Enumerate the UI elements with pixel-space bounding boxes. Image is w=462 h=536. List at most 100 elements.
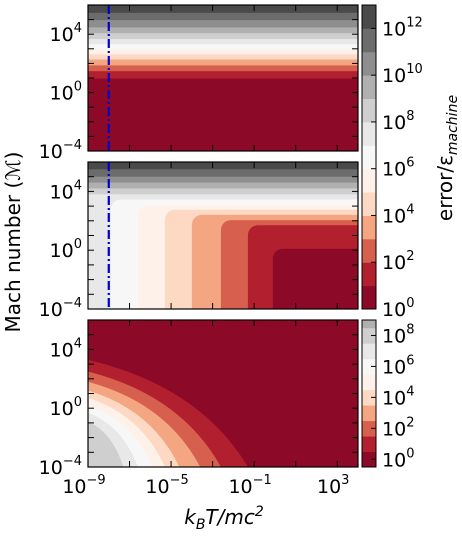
colorbar-tick-label-exp: 0 xyxy=(406,296,414,311)
y-tick-label-exp: 0 xyxy=(74,80,82,95)
y-tick-label-base: 10 xyxy=(50,24,74,46)
contour-band xyxy=(88,43,358,50)
colorbar-swatch xyxy=(362,327,376,344)
colorbar-swatch xyxy=(362,168,376,193)
x-tick-label-base: 10 xyxy=(145,476,169,498)
colorbar-swatch xyxy=(362,28,376,53)
contour-region xyxy=(272,248,358,309)
contour-band xyxy=(88,26,358,34)
y-axis-label-base: Mach number ( xyxy=(1,181,25,333)
y-tick-label-exp: 0 xyxy=(74,395,82,410)
y-tick-label: 100 xyxy=(50,237,82,262)
x-tick-label: 10−9 xyxy=(62,473,105,498)
colorbar-tick-label-base: 10 xyxy=(382,418,406,440)
colorbar-tick-label-base: 10 xyxy=(382,299,406,321)
x-axis-label-sub: B xyxy=(196,517,206,533)
y-tick-label-exp: −4 xyxy=(63,138,82,153)
contour-band xyxy=(88,53,358,60)
x-tick-label-exp: 3 xyxy=(341,473,349,488)
colorbar-tick-label-base: 10 xyxy=(382,112,406,134)
colorbar-swatch xyxy=(362,285,376,310)
x-tick-label: 10−5 xyxy=(145,473,188,498)
x-tick-label-base: 10 xyxy=(317,476,341,498)
colorbar-tick-label-base: 10 xyxy=(382,159,406,181)
colorbar-swatch xyxy=(362,5,376,29)
colorbar-label-base: error/ε xyxy=(433,155,457,221)
colorbar-swatch xyxy=(362,420,376,437)
colorbar-tick-label: 1010 xyxy=(382,62,423,87)
colorbar-tick-label-exp: 12 xyxy=(406,15,423,30)
colorbar-tick-label-base: 10 xyxy=(382,387,406,409)
colorbar-tick-label-exp: 6 xyxy=(406,156,414,171)
colorbar-swatch xyxy=(362,121,376,146)
colorbar-swatch xyxy=(362,51,376,76)
x-axis-label-base: k xyxy=(184,505,197,529)
colorbar-tick-label-exp: 6 xyxy=(406,353,414,368)
colorbar-swatch xyxy=(362,215,376,240)
colorbar-tick-label: 100 xyxy=(382,296,414,321)
colorbar-tick-label-base: 10 xyxy=(382,356,406,378)
colorbar-tick-label: 102 xyxy=(382,415,414,440)
contour-band xyxy=(88,64,358,72)
y-tick-label: 10−4 xyxy=(39,296,82,321)
y-tick-label-base: 10 xyxy=(39,457,63,479)
y-tick-label: 100 xyxy=(50,395,82,420)
y-tick-label: 10−4 xyxy=(39,454,82,479)
y-tick-label-base: 10 xyxy=(50,398,74,420)
colorbar-swatch xyxy=(362,343,376,360)
colorbar-tick-label-base: 10 xyxy=(382,205,406,227)
y-tick-label: 10−4 xyxy=(39,138,82,163)
colorbar-frame xyxy=(361,4,377,310)
colorbar-swatch xyxy=(362,389,376,406)
contour-band xyxy=(88,19,358,28)
colorbar-swatch xyxy=(362,75,376,100)
x-tick-label: 103 xyxy=(317,473,349,498)
y-tick-label-base: 10 xyxy=(39,141,63,163)
colorbar-swatch xyxy=(362,320,376,329)
contour-band xyxy=(88,38,358,45)
x-tick-label-base: 10 xyxy=(228,476,252,498)
colorbar-swatch xyxy=(362,192,376,216)
colorbar-tick-label-exp: 10 xyxy=(406,62,423,77)
y-tick-label-exp: 4 xyxy=(74,336,82,351)
colorbar-tick-label: 106 xyxy=(382,156,414,181)
y-tick-label: 104 xyxy=(50,21,82,46)
colorbar-tick-label-base: 10 xyxy=(382,252,406,274)
colorbar-swatch xyxy=(362,145,376,170)
contour-band xyxy=(88,5,358,13)
y-tick-label-exp: 4 xyxy=(74,178,82,193)
colorbar-tick-label-base: 10 xyxy=(382,449,406,471)
colorbar-tick-label-exp: 2 xyxy=(406,249,414,264)
x-tick-label-base: 10 xyxy=(62,476,86,498)
y-tick-label-base: 10 xyxy=(50,240,74,262)
y-tick-label-base: 10 xyxy=(50,339,74,361)
colorbar-swatch xyxy=(362,358,376,375)
contour-band xyxy=(88,32,358,40)
colorbar-tick-label: 106 xyxy=(382,353,414,378)
y-tick-label: 100 xyxy=(50,80,82,105)
colorbar-tick-label-base: 10 xyxy=(382,18,406,40)
colorbar-tick-label-exp: 4 xyxy=(406,202,414,217)
colorbar-tick-label-base: 10 xyxy=(382,65,406,87)
y-tick-label: 104 xyxy=(50,178,82,203)
colorbar-tick-label: 108 xyxy=(382,109,414,134)
colorbar-swatch xyxy=(362,405,376,422)
colorbar-swatch xyxy=(362,451,376,468)
colorbar-tick-label-exp: 8 xyxy=(406,109,414,124)
colorbar-tick-label: 104 xyxy=(382,384,414,409)
x-axis-label: kBT/mc2 xyxy=(184,504,264,533)
colorbar-label-sub: machine xyxy=(445,95,461,155)
contour-band xyxy=(88,78,358,151)
colorbar-tick-label: 108 xyxy=(382,322,414,347)
y-tick-label: 104 xyxy=(50,336,82,361)
y-tick-label-base: 10 xyxy=(50,83,74,105)
contour-region xyxy=(88,421,124,467)
x-tick-label: 10−1 xyxy=(228,473,271,498)
y-tick-label-exp: 0 xyxy=(74,237,82,252)
colorbar-swatch xyxy=(362,262,376,287)
x-tick-label-exp: −9 xyxy=(87,473,106,488)
